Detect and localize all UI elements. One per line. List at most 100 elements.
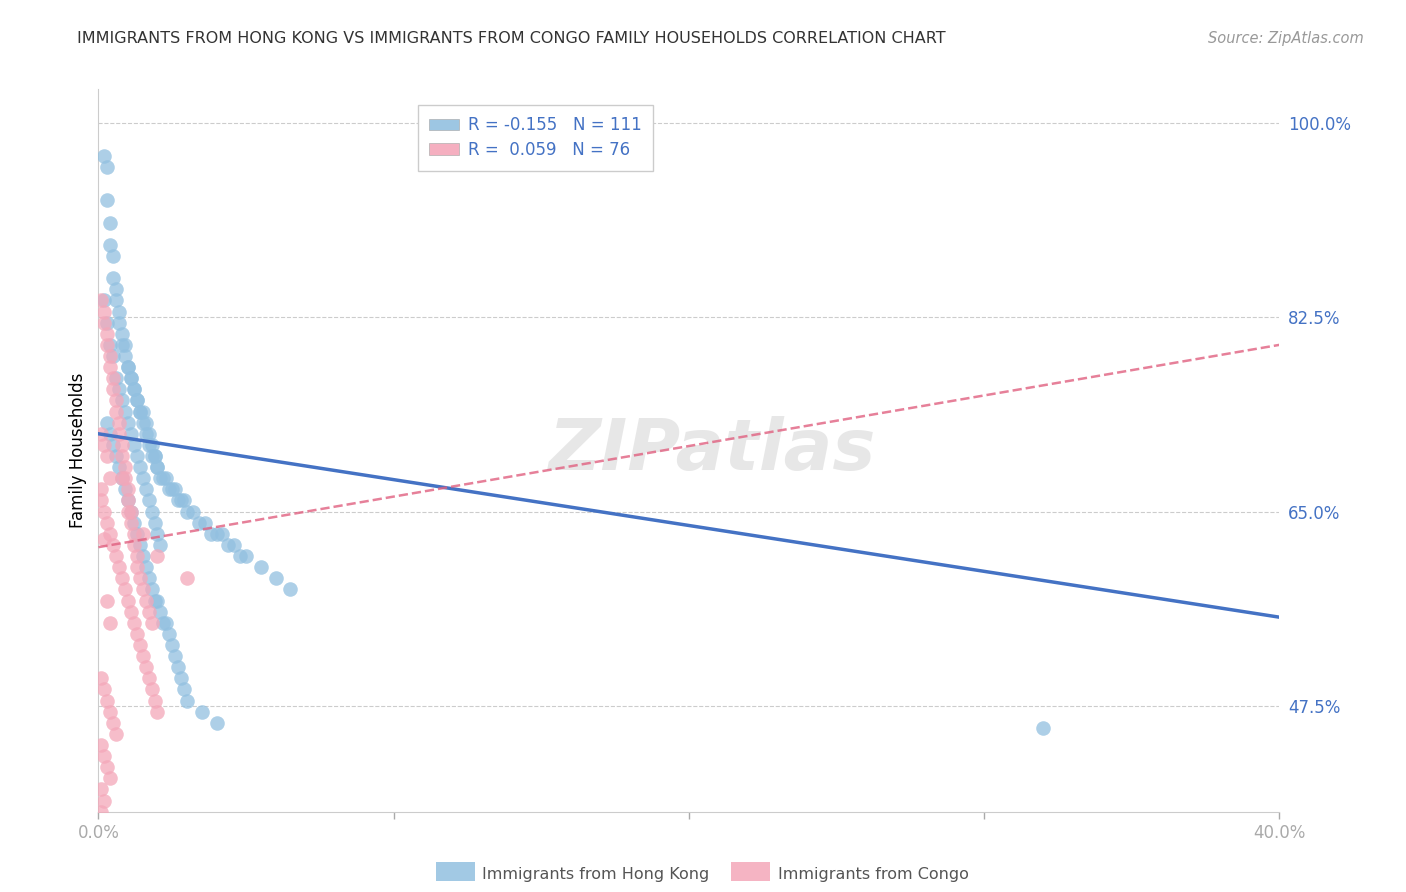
Point [141, 449, 163, 463]
Point [122, 538, 145, 552]
Point [93, 438, 115, 452]
Point [125, 560, 148, 574]
Point [93, 316, 115, 330]
Point [96, 326, 118, 341]
Point [146, 526, 169, 541]
Point [108, 560, 131, 574]
Legend: R = -0.155   N = 111, R =  0.059   N = 76: R = -0.155 N = 111, R = 0.059 N = 76 [418, 104, 654, 170]
Y-axis label: Family Households: Family Households [69, 373, 87, 528]
Point [162, 483, 183, 497]
Point [105, 293, 128, 308]
Point [105, 393, 128, 408]
Point [122, 516, 145, 530]
Point [211, 526, 233, 541]
Point [167, 493, 190, 508]
Point [1032, 722, 1054, 736]
Point [93, 533, 115, 547]
Text: Immigrants from Hong Kong: Immigrants from Hong Kong [482, 867, 710, 881]
Point [149, 605, 172, 619]
Point [152, 615, 174, 630]
Point [128, 538, 150, 552]
Point [205, 715, 228, 730]
Point [111, 326, 134, 341]
Point [229, 549, 252, 563]
Point [114, 471, 136, 485]
Point [111, 438, 134, 452]
Point [117, 493, 139, 508]
Point [165, 649, 187, 664]
Point [93, 794, 115, 808]
Point [146, 593, 169, 607]
Point [125, 627, 148, 641]
Point [108, 460, 131, 475]
Point [93, 682, 115, 697]
Point [111, 471, 134, 485]
Point [98, 338, 121, 352]
Point [103, 371, 125, 385]
Point [128, 460, 150, 475]
Point [120, 371, 142, 385]
Point [93, 293, 115, 308]
Point [105, 282, 128, 296]
Point [138, 438, 160, 452]
Point [117, 505, 139, 519]
Point [135, 483, 157, 497]
Point [111, 393, 134, 408]
Point [138, 671, 160, 685]
Point [200, 526, 222, 541]
Point [157, 627, 180, 641]
Point [90, 805, 112, 819]
Point [114, 460, 136, 475]
Point [103, 438, 125, 452]
Point [165, 483, 187, 497]
Point [146, 460, 169, 475]
Point [128, 404, 150, 418]
Point [90, 426, 112, 441]
Point [170, 671, 193, 685]
Point [146, 705, 169, 719]
Point [96, 338, 118, 352]
Point [132, 416, 155, 430]
Point [105, 371, 128, 385]
Point [132, 471, 155, 485]
Point [90, 782, 112, 797]
Point [194, 516, 217, 530]
Point [96, 516, 118, 530]
Point [152, 471, 174, 485]
Point [93, 749, 115, 764]
Point [125, 393, 148, 408]
Point [176, 571, 198, 585]
Point [122, 526, 145, 541]
Point [120, 605, 142, 619]
Point [122, 382, 145, 396]
Point [224, 538, 246, 552]
Point [155, 471, 177, 485]
Point [103, 715, 125, 730]
Point [111, 338, 134, 352]
Point [125, 526, 148, 541]
Point [105, 404, 128, 418]
Point [93, 304, 115, 318]
Point [117, 483, 139, 497]
Point [120, 426, 142, 441]
Point [135, 426, 157, 441]
Point [141, 682, 163, 697]
Point [138, 571, 160, 585]
Point [170, 493, 193, 508]
Point [108, 316, 131, 330]
Point [217, 538, 239, 552]
Point [103, 538, 125, 552]
Point [103, 249, 125, 263]
Point [90, 671, 112, 685]
Point [155, 615, 177, 630]
Point [125, 393, 148, 408]
Point [108, 304, 131, 318]
Point [173, 682, 195, 697]
Point [141, 582, 163, 597]
Point [93, 505, 115, 519]
Point [132, 549, 155, 563]
Point [105, 727, 128, 741]
Point [117, 360, 139, 375]
Point [98, 471, 121, 485]
Point [120, 516, 142, 530]
